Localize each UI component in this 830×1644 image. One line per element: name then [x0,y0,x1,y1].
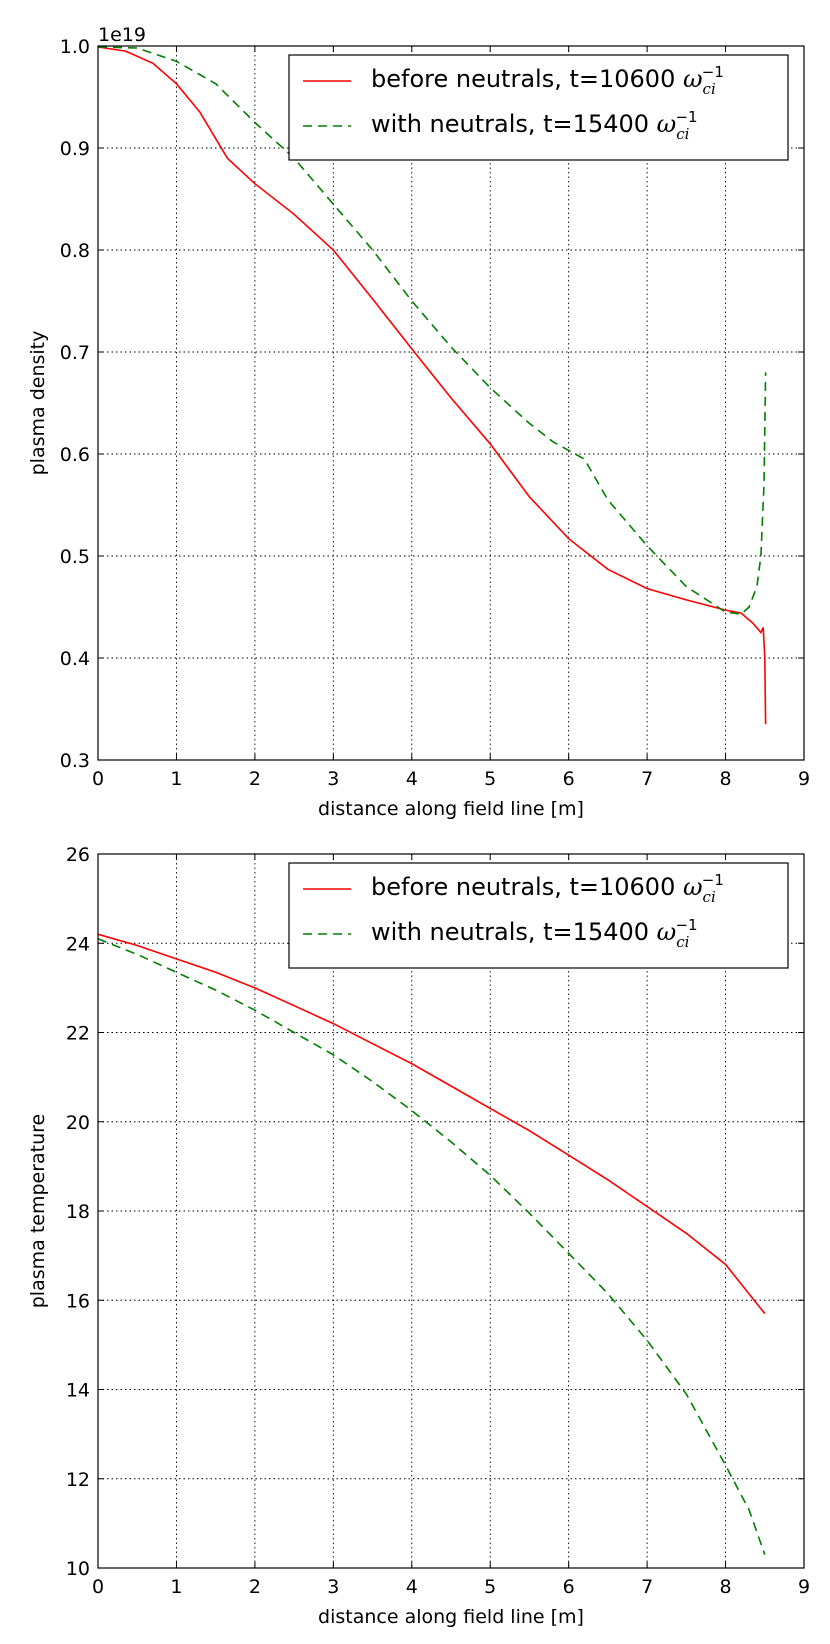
legend-label: with neutrals, t=15400 ωci−1 [371,108,698,143]
y-tick-label: 16 [66,1290,90,1312]
y-offset-text: 1e19 [98,24,146,46]
x-axis-label: distance along field line [m] [318,1606,584,1628]
y-tick-label: 20 [66,1112,90,1134]
series-line-with-neutrals [98,46,767,615]
y-tick-label: 1.0 [60,36,90,58]
y-tick-label: 10 [66,1558,90,1580]
x-tick-label: 6 [563,768,575,790]
series-line-before-neutrals [98,933,766,1315]
legend-label: before neutrals, t=10600 ωci−1 [371,871,724,906]
legend: before neutrals, t=10600 ωci−1 with neutr… [288,54,789,161]
y-tick-label: 22 [66,1023,90,1045]
x-tick-label: 5 [484,1576,496,1598]
x-tick-label: 9 [798,768,810,790]
legend-label: before neutrals, t=10600 ωci−1 [371,63,724,98]
legend: before neutrals, t=10600 ωci−1 with neutr… [288,862,789,969]
x-tick-label: 0 [92,1576,104,1598]
y-tick-label: 0.3 [60,750,90,772]
y-tick-label: 0.6 [60,444,90,466]
legend-box [288,862,789,969]
x-tick-label: 8 [720,1576,732,1598]
x-tick-label: 5 [484,768,496,790]
x-tick-label: 2 [249,768,261,790]
x-tick-label: 7 [641,1576,653,1598]
x-tick-label: 0 [92,768,104,790]
x-tick-label: 4 [406,768,418,790]
x-tick-label: 7 [641,768,653,790]
x-tick-label: 9 [798,1576,810,1598]
legend-label: with neutrals, t=15400 ωci−1 [371,916,698,951]
legend-box [288,54,789,161]
x-tick-label: 2 [249,1576,261,1598]
y-axis-label: plasma temperature [27,1114,49,1309]
x-tick-label: 3 [327,1576,339,1598]
y-tick-label: 24 [66,933,90,955]
axes-frame [97,45,805,761]
y-tick-label: 0.4 [60,648,90,670]
series-line-with-neutrals [98,938,766,1555]
y-tick-label: 0.7 [60,342,90,364]
x-tick-label: 4 [406,1576,418,1598]
x-tick-label: 8 [720,768,732,790]
y-tick-label: 0.9 [60,138,90,160]
x-tick-label: 1 [170,768,182,790]
y-tick-label: 0.5 [60,546,90,568]
y-tick-label: 12 [66,1469,90,1491]
x-tick-label: 3 [327,768,339,790]
y-tick-label: 0.8 [60,240,90,262]
x-axis-label: distance along field line [m] [318,798,584,820]
y-tick-label: 18 [66,1201,90,1223]
y-tick-label: 26 [66,844,90,866]
y-axis-label: plasma density [27,331,49,476]
x-tick-label: 6 [563,1576,575,1598]
series-line-before-neutrals [98,46,767,725]
y-tick-label: 14 [66,1380,90,1402]
density-chart: 0 1 2 3 4 5 6 7 8 9 0.3 0.4 0.5 0.6 0.7 0.8 0.9 1.0 1e19 di… [27,24,810,820]
x-tick-label: 1 [170,1576,182,1598]
